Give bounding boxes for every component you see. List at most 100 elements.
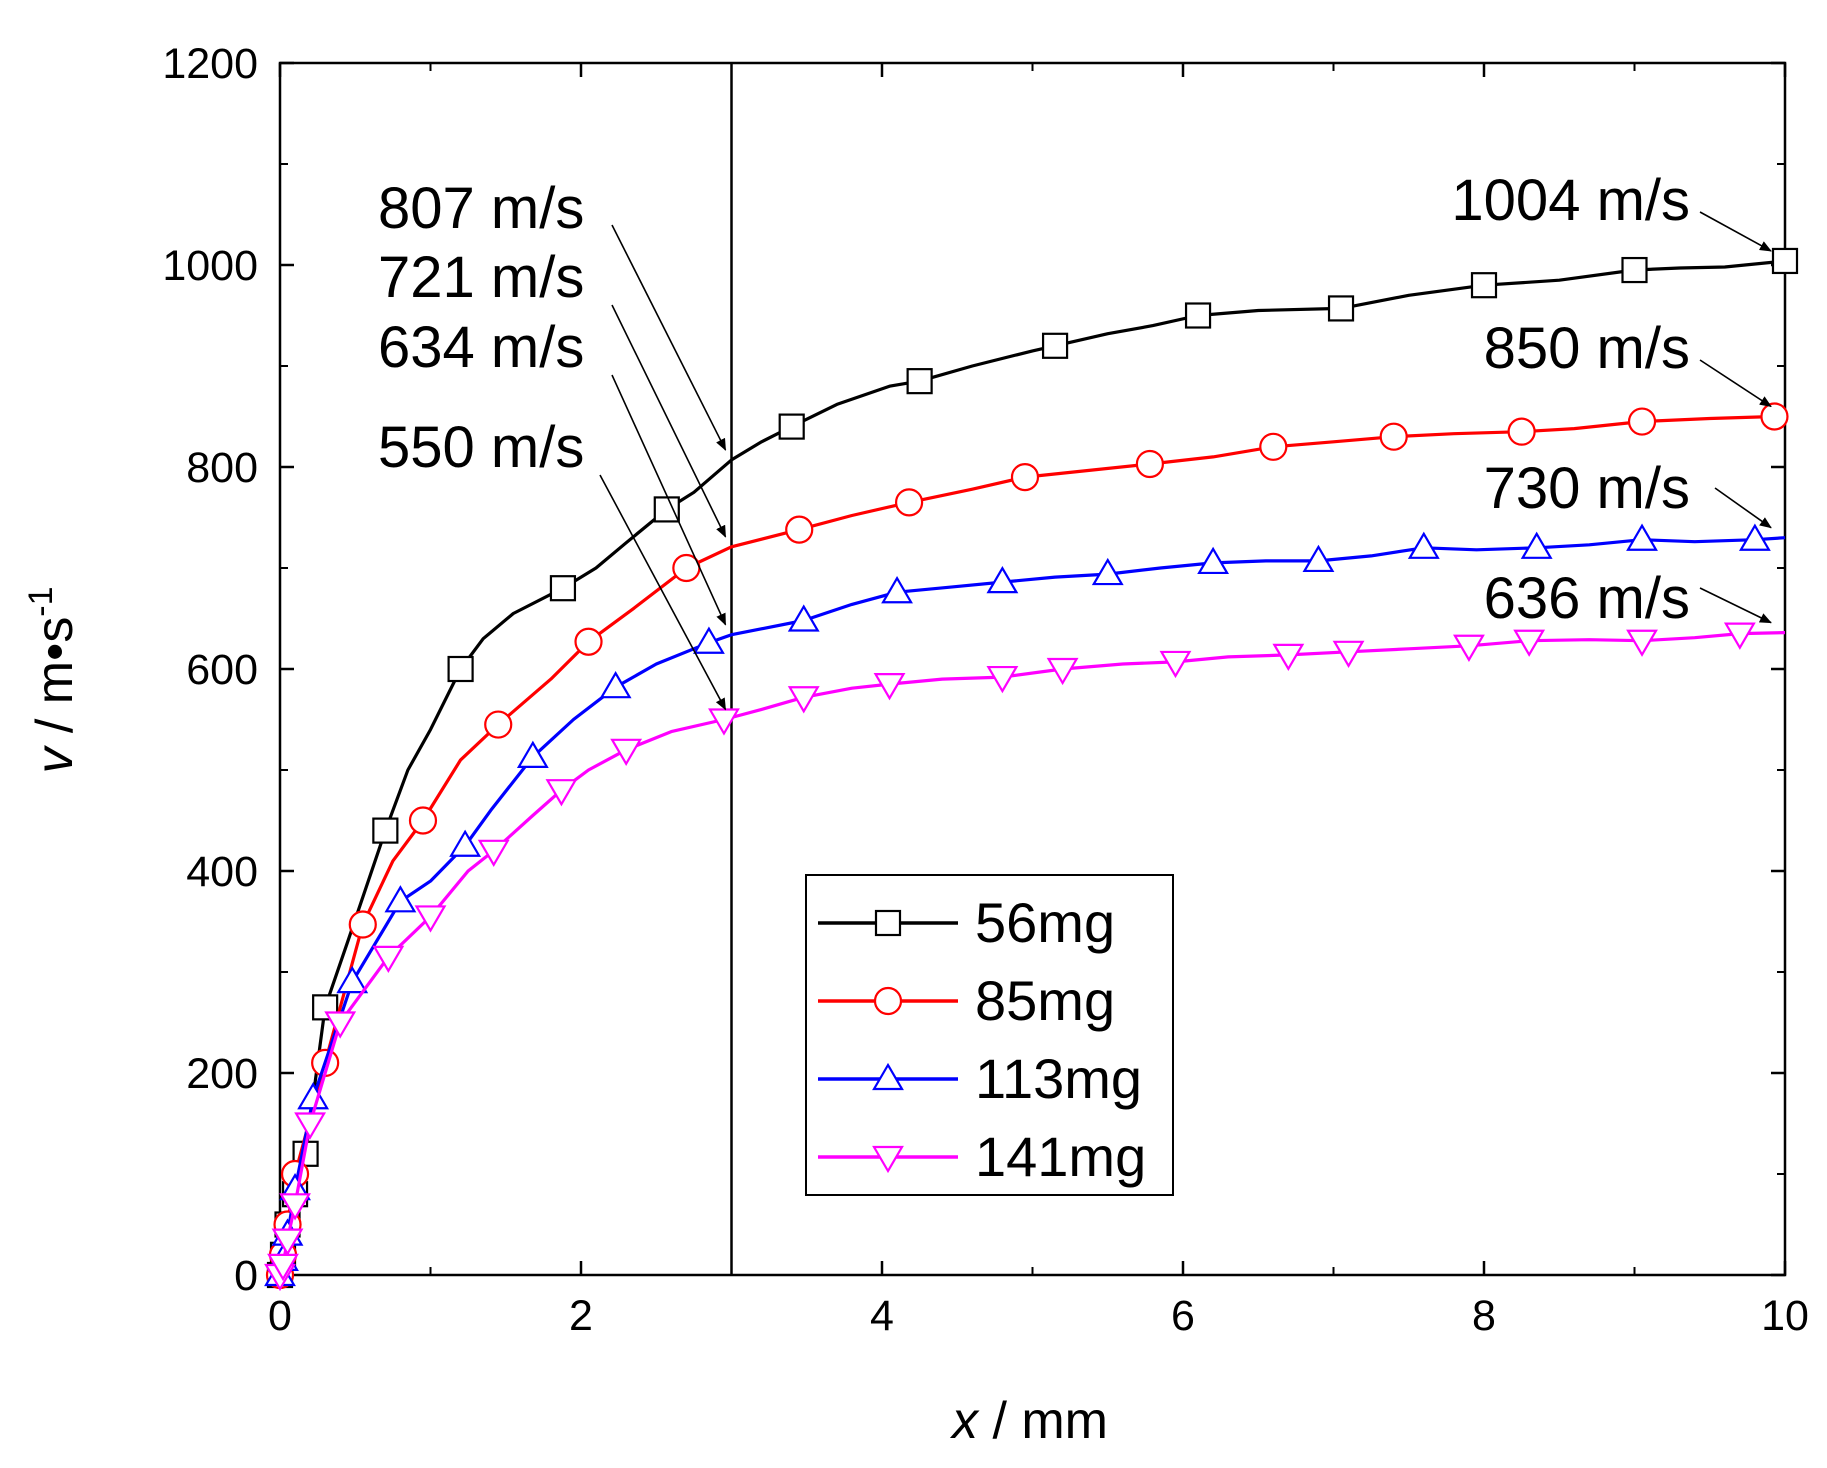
data-point-56mg	[312, 994, 339, 1021]
annotation: 634 m/s	[378, 315, 727, 626]
data-point-113mg	[1626, 523, 1658, 551]
x-tick-label: 2	[569, 1292, 593, 1340]
data-point-56mg	[1771, 247, 1799, 275]
data-point-141mg	[294, 1112, 327, 1140]
data-point-113mg	[599, 670, 632, 699]
data-point-113mg	[1091, 557, 1124, 586]
legend-marker	[872, 1145, 904, 1174]
data-point-141mg	[372, 945, 405, 974]
y-axis-title-var: v	[26, 745, 84, 774]
annotation: 807 m/s	[378, 176, 727, 451]
data-point-56mg	[1041, 332, 1069, 359]
annotation: 1004 m/s	[1451, 168, 1772, 252]
legend-marker	[874, 909, 902, 937]
data-point-56mg	[653, 496, 680, 523]
data-point-85mg	[1627, 407, 1657, 436]
y-tick-label: 0	[234, 1252, 258, 1300]
legend-entry-56mg: 56mg	[818, 891, 1115, 954]
annotation-label: 730 m/s	[1484, 456, 1690, 521]
data-point-113mg	[1197, 546, 1230, 575]
x-tick-label: 0	[268, 1292, 292, 1340]
annotation-arrow	[1699, 359, 1772, 408]
data-point-85mg	[785, 515, 814, 544]
x-tick-label: 6	[1171, 1292, 1195, 1340]
data-point-85mg	[1760, 402, 1789, 431]
data-point-141mg	[545, 779, 578, 807]
data-point-113mg	[1407, 531, 1440, 559]
data-point-85mg	[1010, 463, 1040, 492]
data-point-141mg	[1332, 640, 1365, 669]
data-point-113mg	[693, 626, 725, 654]
data-point-56mg	[1327, 295, 1355, 322]
y-axis-title-unit: / m•s	[26, 617, 84, 748]
data-point-113mg	[1302, 544, 1335, 573]
annotation: 550 m/s	[378, 415, 727, 711]
data-point-113mg	[384, 885, 417, 913]
data-point-141mg	[1453, 634, 1485, 662]
x-axis-title: x / mm	[949, 1392, 1108, 1450]
data-point-85mg	[1259, 432, 1288, 461]
data-point-141mg	[1272, 643, 1305, 672]
legend-label: 141mg	[975, 1125, 1146, 1188]
y-tick-label: 1000	[162, 242, 258, 290]
data-point-141mg	[1513, 629, 1546, 657]
annotation-label: 850 m/s	[1484, 316, 1690, 381]
data-point-85mg	[348, 910, 377, 939]
x-tick-label: 4	[870, 1292, 894, 1340]
data-point-56mg	[372, 817, 399, 844]
series-line-141mg	[278, 631, 1786, 1276]
annotation-arrow	[611, 374, 727, 626]
data-point-141mg	[986, 665, 1019, 694]
data-point-141mg	[324, 1011, 357, 1039]
data-point-56mg	[1184, 302, 1212, 329]
data-point-85mg	[408, 806, 438, 835]
annotation-label: 634 m/s	[378, 315, 584, 380]
y-axis-title-sup: -1	[22, 586, 60, 616]
legend-marker	[873, 986, 903, 1016]
data-point-141mg	[787, 686, 820, 714]
data-point-56mg	[549, 575, 577, 602]
annotation-label: 721 m/s	[378, 245, 584, 310]
annotation: 730 m/s	[1484, 456, 1772, 529]
legend-entry-85mg: 85mg	[818, 969, 1115, 1032]
legend-entry-113mg: 113mg	[818, 1047, 1142, 1110]
data-point-85mg	[1135, 449, 1164, 479]
data-point-113mg	[1738, 523, 1771, 551]
data-point-113mg	[986, 565, 1019, 594]
annotation-arrow	[1699, 211, 1772, 252]
annotation-label: 550 m/s	[378, 415, 584, 480]
data-point-56mg	[906, 368, 933, 395]
data-point-85mg	[574, 627, 603, 656]
y-tick-label: 600	[186, 646, 258, 694]
x-axis-title-var: x	[949, 1392, 980, 1450]
data-point-56mg	[1621, 256, 1648, 284]
data-point-113mg	[336, 965, 369, 994]
data-point-113mg	[449, 829, 482, 857]
data-point-141mg	[1046, 657, 1079, 686]
data-point-113mg	[787, 604, 820, 632]
annotation: 850 m/s	[1484, 316, 1772, 408]
data-point-141mg	[477, 839, 510, 867]
annotation-arrow	[1714, 487, 1772, 529]
y-axis-title: v / m•s-1	[22, 586, 84, 773]
y-tick-label: 400	[186, 848, 258, 896]
data-point-56mg	[447, 655, 474, 683]
annotation-arrow	[611, 224, 727, 451]
data-point-141mg	[1626, 629, 1658, 657]
legend-label: 85mg	[975, 969, 1115, 1032]
data-point-85mg	[894, 488, 924, 517]
data-point-56mg	[778, 413, 805, 440]
x-tick-label: 10	[1761, 1292, 1809, 1340]
legend-label: 113mg	[975, 1047, 1142, 1110]
data-point-141mg	[279, 1193, 311, 1221]
x-axis-title-unit: / mm	[978, 1392, 1108, 1450]
data-point-56mg	[1470, 272, 1498, 299]
series-141mg	[264, 622, 1786, 1292]
annotation-arrow	[599, 474, 727, 711]
data-point-113mg	[1520, 531, 1553, 559]
data-point-141mg	[1723, 622, 1756, 650]
legend-marker	[872, 1062, 904, 1091]
series-113mg	[264, 523, 1786, 1287]
